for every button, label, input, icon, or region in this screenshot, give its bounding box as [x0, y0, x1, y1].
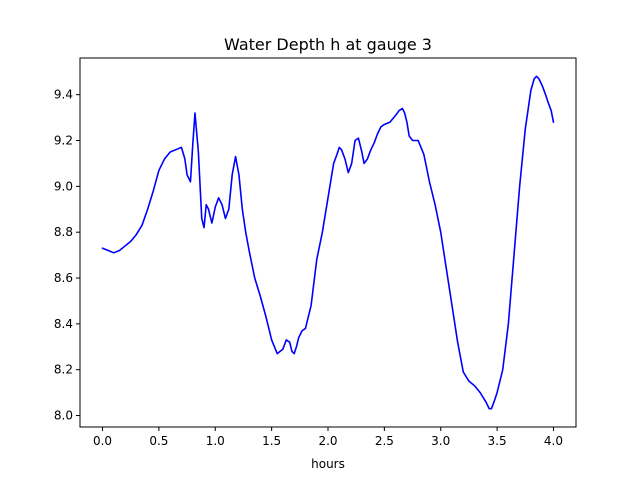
x-tick-label: 1.5 — [262, 434, 281, 448]
y-tick-label: 9.4 — [54, 88, 73, 102]
y-tick-label: 8.0 — [54, 409, 73, 423]
y-tick-label: 9.2 — [54, 134, 73, 148]
y-tick-label: 8.2 — [54, 363, 73, 377]
y-tick-label: 8.4 — [54, 317, 73, 331]
x-tick-label: 0.5 — [149, 434, 168, 448]
x-tick-label: 2.0 — [318, 434, 337, 448]
y-axis: 8.0 8.2 8.4 8.6 8.8 9.0 9.2 9.4 — [54, 88, 80, 423]
y-tick-label: 8.8 — [54, 225, 73, 239]
x-tick-label: 2.5 — [375, 434, 394, 448]
y-tick-label: 8.6 — [54, 271, 73, 285]
y-tick-label: 9.0 — [54, 179, 73, 193]
x-axis-label: hours — [311, 457, 345, 471]
x-tick-label: 4.0 — [544, 434, 563, 448]
series-line-0 — [101, 75, 555, 410]
chart-title: Water Depth h at gauge 3 — [224, 35, 432, 54]
x-tick-label: 3.0 — [431, 434, 450, 448]
x-tick-label: 1.0 — [206, 434, 225, 448]
x-tick-label: 3.5 — [488, 434, 507, 448]
x-axis: 0.0 0.5 1.0 1.5 2.0 2.5 3.0 3.5 4.0 — [93, 427, 563, 448]
plot-area — [79, 57, 577, 428]
x-tick-label: 0.0 — [93, 434, 112, 448]
